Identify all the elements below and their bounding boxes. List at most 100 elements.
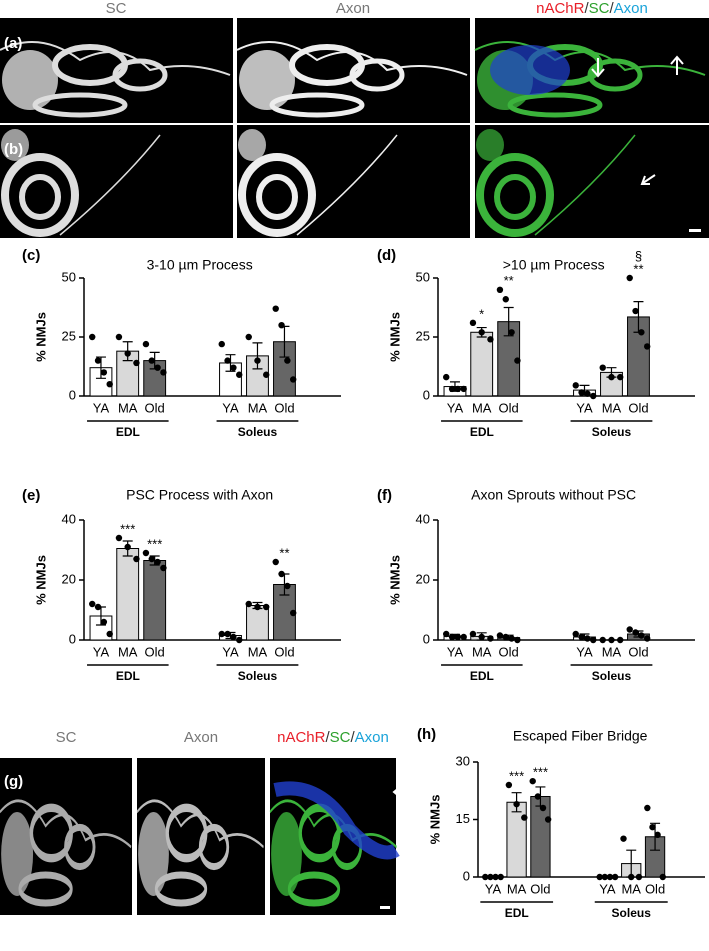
data-point bbox=[590, 393, 596, 399]
y-axis-label: % NMJs bbox=[427, 795, 442, 845]
image-label: SC bbox=[106, 0, 127, 17]
data-point bbox=[143, 341, 149, 347]
data-point bbox=[478, 634, 484, 640]
data-point bbox=[160, 565, 166, 571]
significance: ** bbox=[633, 261, 643, 276]
significance: ** bbox=[504, 273, 514, 288]
y-tick-label: 50 bbox=[416, 269, 430, 284]
data-point bbox=[478, 329, 484, 335]
chart-title: 3-10 µm Process bbox=[147, 257, 253, 273]
label-part: Axon bbox=[614, 0, 648, 17]
x-tick-label: Old bbox=[645, 881, 665, 896]
data-point bbox=[644, 805, 650, 811]
micrographs bbox=[0, 18, 709, 238]
data-point bbox=[617, 374, 623, 380]
y-tick-label: 40 bbox=[62, 511, 76, 526]
data-point bbox=[149, 357, 155, 363]
data-point bbox=[628, 874, 634, 880]
bar bbox=[144, 561, 166, 641]
data-point bbox=[273, 559, 279, 565]
significance: *** bbox=[509, 768, 524, 783]
group-label: EDL bbox=[470, 669, 494, 683]
y-tick-label: 0 bbox=[423, 631, 430, 646]
y-axis-label: % NMJs bbox=[33, 555, 48, 605]
data-point bbox=[133, 556, 139, 562]
bar-chart: (f)Axon Sprouts without PSC% NMJs02040YA… bbox=[377, 487, 695, 683]
x-tick-label: MA bbox=[118, 644, 138, 659]
data-point bbox=[236, 637, 242, 643]
y-tick-label: 40 bbox=[416, 511, 430, 526]
data-point bbox=[263, 604, 269, 610]
data-point bbox=[101, 619, 107, 625]
data-point bbox=[497, 287, 503, 293]
label-part: nAChR bbox=[536, 0, 585, 17]
data-point bbox=[632, 629, 638, 635]
data-point bbox=[470, 320, 476, 326]
data-point bbox=[632, 308, 638, 314]
data-point bbox=[660, 874, 666, 880]
data-point bbox=[608, 374, 614, 380]
y-tick-label: 25 bbox=[416, 328, 430, 343]
image-label: SC bbox=[56, 729, 77, 746]
data-point bbox=[133, 360, 139, 366]
x-tick-label: MA bbox=[602, 400, 622, 415]
data-point bbox=[107, 631, 113, 637]
data-point bbox=[449, 386, 455, 392]
x-tick-label: YA bbox=[93, 644, 110, 659]
data-point bbox=[254, 604, 260, 610]
x-tick-label: Old bbox=[628, 644, 648, 659]
x-tick-label: MA bbox=[248, 644, 268, 659]
bar bbox=[117, 549, 139, 641]
y-tick-label: 50 bbox=[62, 269, 76, 284]
x-tick-label: MA bbox=[248, 400, 268, 415]
group-label: EDL bbox=[470, 425, 494, 439]
data-point bbox=[236, 372, 242, 378]
merge-label: nAChR/SC/Axon bbox=[277, 729, 389, 746]
x-tick-label: Old bbox=[274, 644, 294, 659]
x-tick-label: Old bbox=[145, 400, 165, 415]
data-point bbox=[514, 357, 520, 363]
data-point bbox=[124, 544, 130, 550]
x-tick-label: Old bbox=[274, 400, 294, 415]
data-point bbox=[154, 364, 160, 370]
data-point bbox=[503, 296, 509, 302]
data-point bbox=[219, 341, 225, 347]
data-point bbox=[284, 357, 290, 363]
data-point bbox=[654, 832, 660, 838]
chart-title: >10 µm Process bbox=[503, 257, 605, 273]
x-tick-label: Old bbox=[499, 400, 519, 415]
data-point bbox=[224, 631, 230, 637]
data-point bbox=[246, 601, 252, 607]
group-label: EDL bbox=[116, 425, 140, 439]
data-point bbox=[290, 376, 296, 382]
panel-label: (f) bbox=[377, 487, 392, 504]
panel-label: (c) bbox=[22, 247, 40, 264]
data-point bbox=[617, 637, 623, 643]
data-point bbox=[443, 374, 449, 380]
group-label: EDL bbox=[116, 669, 140, 683]
significance: * bbox=[479, 306, 484, 321]
data-point bbox=[644, 635, 650, 641]
x-tick-label: YA bbox=[576, 644, 593, 659]
data-point bbox=[278, 322, 284, 328]
chart-title: Axon Sprouts without PSC bbox=[471, 487, 636, 503]
x-tick-label: YA bbox=[222, 644, 239, 659]
data-point bbox=[638, 632, 644, 638]
group-label: EDL bbox=[505, 906, 529, 920]
image-label: Axon bbox=[336, 0, 370, 17]
data-point bbox=[461, 634, 467, 640]
panel-label: (e) bbox=[22, 487, 40, 504]
data-point bbox=[230, 634, 236, 640]
data-point bbox=[449, 634, 455, 640]
x-tick-label: Old bbox=[628, 400, 648, 415]
image-label: Axon bbox=[184, 729, 218, 746]
x-tick-label: YA bbox=[222, 400, 239, 415]
label-part: SC bbox=[589, 0, 610, 17]
group-label: Soleus bbox=[592, 669, 632, 683]
x-tick-label: MA bbox=[472, 400, 492, 415]
data-point bbox=[573, 631, 579, 637]
data-point bbox=[95, 357, 101, 363]
micrographs-g bbox=[0, 758, 406, 915]
